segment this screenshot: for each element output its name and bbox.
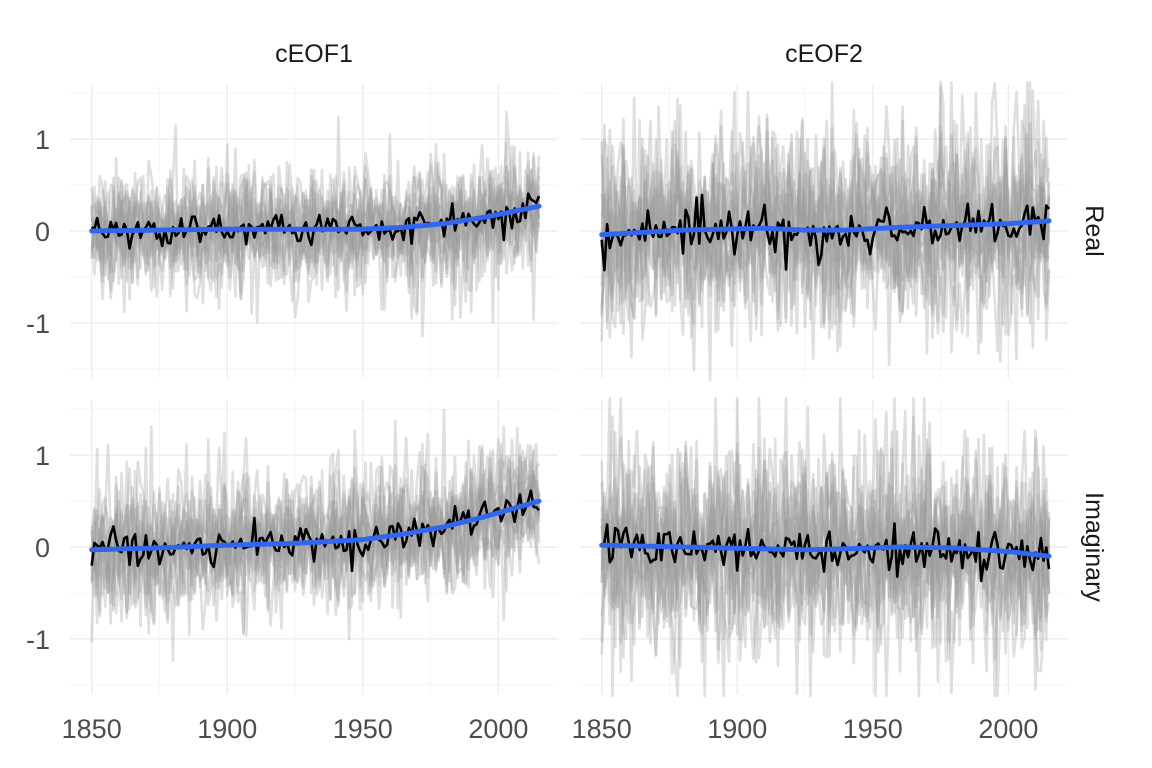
x-tick-label: 1950 [843, 714, 903, 744]
x-tick-label: 1950 [333, 714, 393, 744]
ensemble-member-line [90, 454, 540, 614]
ensemble-member-line [90, 145, 541, 291]
ensemble-member-line [600, 80, 1051, 355]
x-tick-label: 2000 [978, 714, 1038, 744]
ensemble-member-line [600, 108, 1051, 349]
smooth-trend-line [89, 203, 542, 234]
ensemble-member-line [600, 396, 1051, 698]
ensemble-member-line [90, 142, 541, 322]
ensemble-mean-line [600, 522, 1051, 583]
ensemble-member-line [90, 110, 541, 338]
strip-label-real: Real [1080, 205, 1108, 256]
y-tick-label: 1 [35, 441, 50, 471]
series-layer [89, 80, 1052, 698]
ensemble-member-line [600, 105, 1051, 355]
x-tick-label: 2000 [468, 714, 528, 744]
ensemble-member-line [600, 396, 1051, 661]
strip-label-imaginary: Imaginary [1080, 492, 1108, 602]
ensemble-member-line [600, 80, 1051, 359]
smooth-trend-line [89, 498, 542, 553]
ensemble-member-line [600, 396, 1051, 698]
panel-ceof2-imaginary [599, 396, 1052, 698]
panel-ceof1-imaginary [89, 408, 542, 663]
strip-label-ceof2: cEOF2 [785, 40, 863, 68]
y-tick-label: 0 [35, 533, 50, 563]
ensemble-member-line [600, 153, 1051, 307]
smooth-trend-line [599, 542, 1052, 559]
y-tick-label: -1 [26, 309, 50, 339]
ensemble-member-line [600, 85, 1050, 382]
y-tick-label: -1 [26, 625, 50, 655]
panel-ceof2-real [599, 80, 1052, 382]
smooth-trend-line [599, 218, 1052, 238]
x-tick-label: 1850 [572, 714, 632, 744]
ensemble-member-line [90, 436, 541, 614]
text-layer: cEOF1 cEOF2 Real Imaginary -1 0 1 -1 0 1 1850 1… [26, 40, 1108, 744]
ensemble-member-line [600, 415, 1051, 658]
x-tick-label: 1900 [197, 714, 257, 744]
ensemble-member-line [90, 460, 541, 620]
ensemble-member-line [90, 468, 541, 627]
ensemble-member-line [601, 124, 1051, 335]
panel-ceof1-real [89, 110, 542, 338]
ensemble-member-line [600, 418, 1051, 639]
ensemble-member-line [90, 426, 541, 641]
strip-label-ceof1: cEOF1 [275, 40, 353, 68]
ensemble-member-line [90, 143, 541, 289]
x-tick-label: 1850 [62, 714, 122, 744]
ensemble-member-line [600, 119, 1051, 329]
ensemble-member-line [600, 119, 1051, 330]
x-tick-label: 1900 [707, 714, 767, 744]
ensemble-member-line [90, 174, 541, 275]
y-tick-label: 0 [35, 217, 50, 247]
ensemble-member-line [600, 396, 1051, 698]
ensemble-member-line [600, 80, 1051, 372]
ensemble-member-line [90, 419, 541, 663]
ensemble-member-line [600, 115, 1051, 335]
y-tick-label: 1 [35, 125, 50, 155]
